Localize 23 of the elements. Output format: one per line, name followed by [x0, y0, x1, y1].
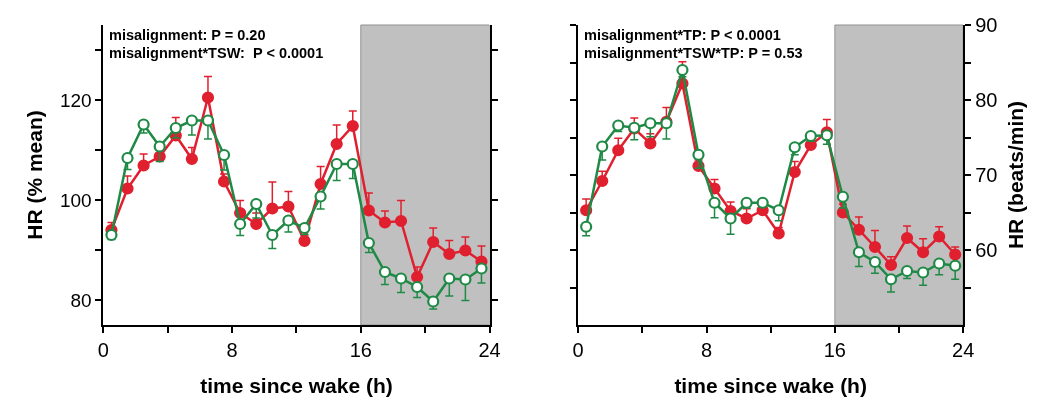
y-tick-label: 120	[59, 89, 92, 111]
y2-tick-label: 60	[975, 239, 998, 261]
y2-tick-label: 90	[975, 14, 998, 36]
y2-tick-label: 80	[975, 89, 998, 111]
x-tick-label: 8	[226, 339, 238, 361]
x-tick-label: 24	[952, 339, 975, 361]
x-axis-title: time since wake (h)	[674, 373, 867, 397]
annotation: misalignment*TSW: P < 0.0001	[109, 45, 324, 61]
y-axis-title: HR (% mean)	[22, 110, 46, 240]
x-tick-label: 16	[823, 339, 846, 361]
x-tick-label: 8	[700, 339, 713, 361]
y-tick-label: 100	[59, 189, 92, 211]
y2-axis-title: HR (beats/min)	[1004, 100, 1028, 250]
x-tick-label: 0	[97, 339, 109, 361]
x-tick-label: 0	[572, 339, 584, 361]
x-tick-label: 16	[349, 339, 372, 361]
y-tick-label: 80	[70, 289, 92, 311]
annotation: misalignment: P = 0.20	[109, 27, 266, 43]
x-axis-title: time since wake (h)	[200, 373, 393, 397]
annotation: misalignment*TP: P < 0.0001	[584, 27, 781, 43]
y2-tick-label: 70	[975, 164, 998, 186]
x-tick-label: 24	[478, 339, 501, 361]
annotation: misalignment*TSW*TP: P = 0.53	[584, 45, 803, 61]
